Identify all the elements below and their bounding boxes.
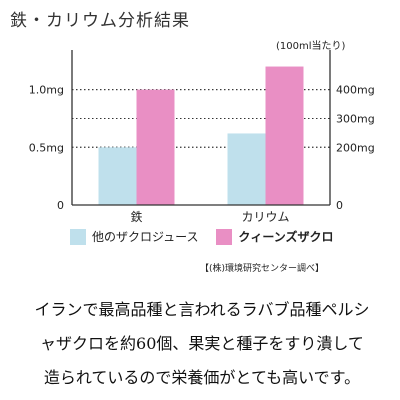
bar-queens-1 bbox=[265, 66, 304, 206]
bar-queens-0 bbox=[136, 89, 175, 205]
bar-chart: 鉄 カリウム 0 0.5mg 1.0mg 0 200mg 300mg 400mg bbox=[29, 50, 375, 224]
bar-other-0 bbox=[98, 147, 137, 205]
caption-line: 造られているので栄養価がとても高いです。 bbox=[43, 368, 361, 387]
y-right-tick-label: 0 bbox=[336, 199, 343, 212]
unit-note: (100ml当たり) bbox=[276, 41, 346, 52]
legend-swatch-queens bbox=[216, 228, 233, 245]
y-right-tick-label: 200mg bbox=[336, 141, 375, 154]
caption-line: ャザクロを約60個、果実と種子をすり潰して bbox=[40, 334, 364, 353]
y-right-tick-label: 400mg bbox=[336, 84, 375, 97]
legend: 他のザクロジュース クィーンズザクロ bbox=[70, 228, 348, 248]
x-tick-label: 鉄 bbox=[130, 209, 142, 224]
legend-label-queens: クィーンズザクロ bbox=[238, 230, 334, 244]
legend-item-other: 他のザクロジュース bbox=[70, 228, 199, 245]
y-right-tick-label: 300mg bbox=[336, 112, 375, 125]
y-left-tick-label: 1.0mg bbox=[29, 84, 64, 97]
caption: イランで最高品種と言われるラバブ品種ペルシ ャザクロを約60個、果実と種子をすり… bbox=[27, 293, 377, 395]
y-left-tick-label: 0.5mg bbox=[29, 141, 64, 154]
legend-item-queens: クィーンズザクロ bbox=[216, 228, 334, 245]
bar-other-1 bbox=[227, 133, 266, 205]
y-left-tick-label: 0 bbox=[57, 199, 64, 212]
caption-line: イランで最高品種と言われるラバブ品種ペルシ bbox=[34, 300, 370, 319]
x-tick-label: カリウム bbox=[241, 210, 289, 224]
source-note: 【(株)環境研究センター調べ】 bbox=[200, 264, 325, 274]
chart-title: 鉄・カリウム分析結果 bbox=[10, 11, 190, 31]
legend-label-other: 他のザクロジュース bbox=[92, 230, 199, 244]
legend-swatch-other bbox=[70, 228, 86, 245]
